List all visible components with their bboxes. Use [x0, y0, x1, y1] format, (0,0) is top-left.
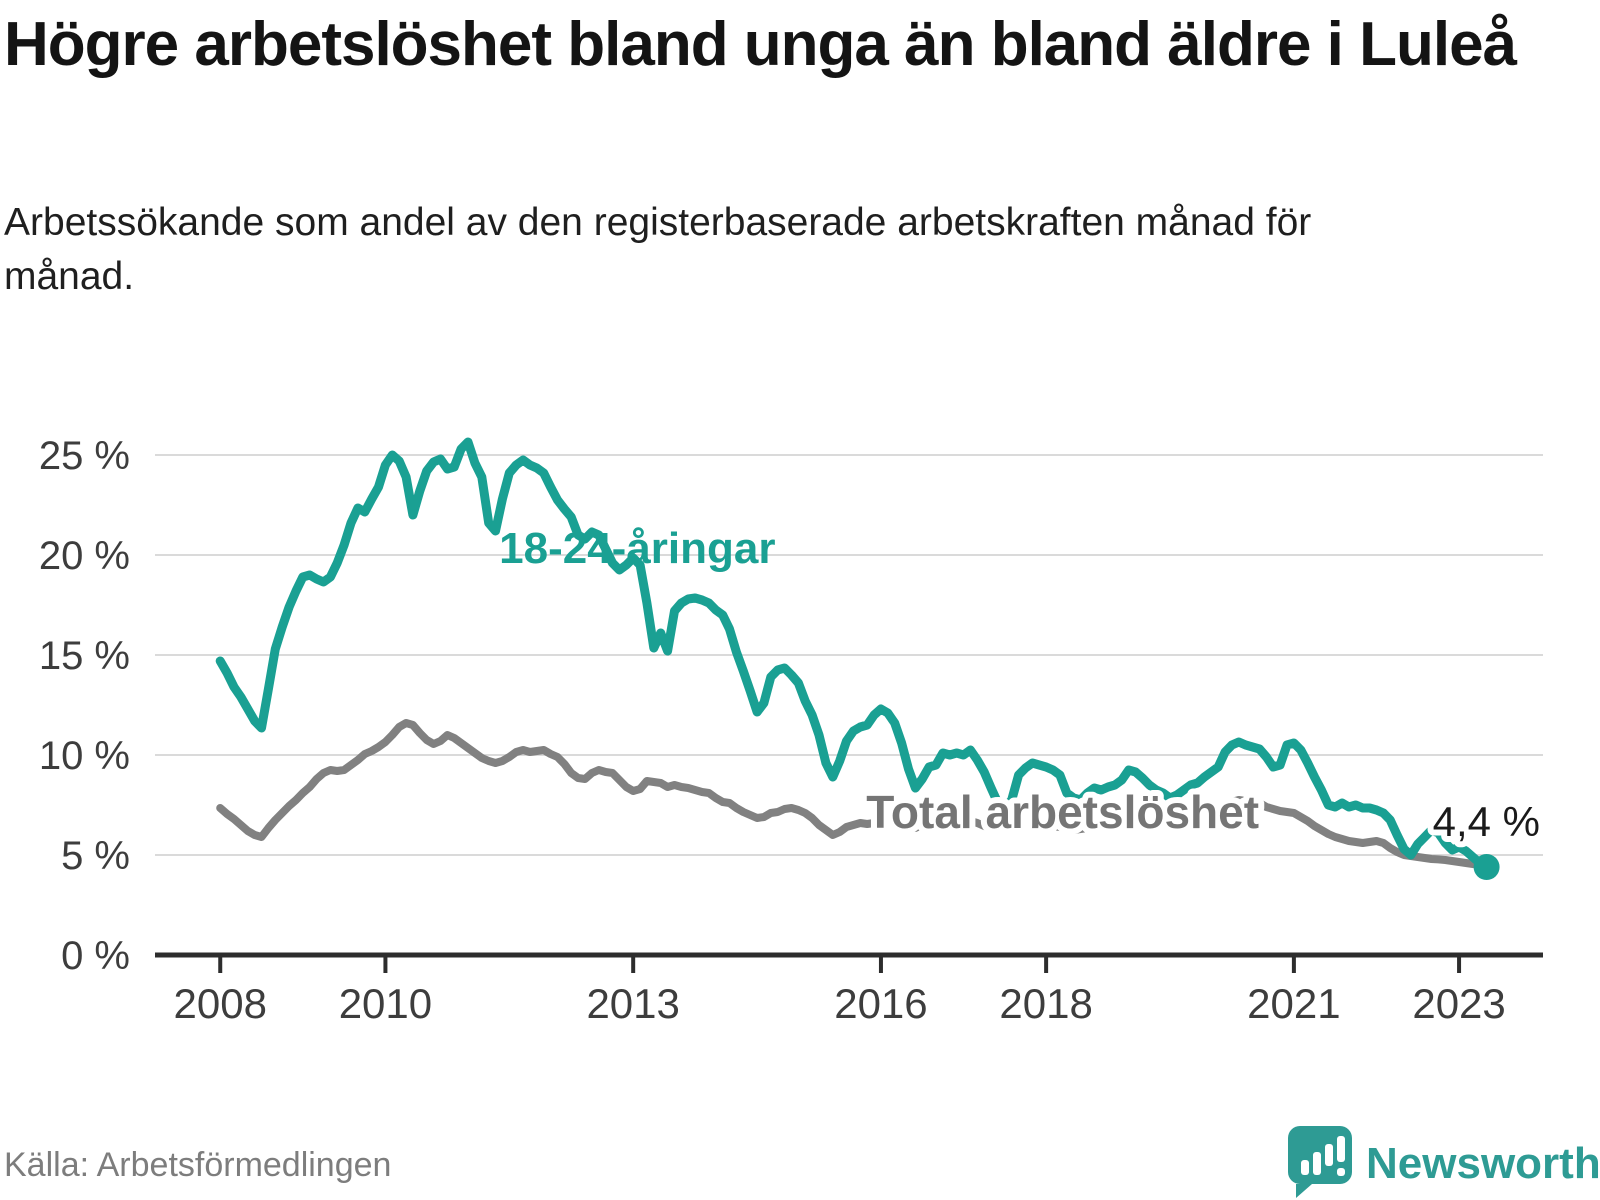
total-series-label: Total arbetslöshet [866, 786, 1259, 838]
series-line-youth [215, 437, 1492, 872]
youth-series-label: 18-24-åringar [499, 524, 775, 573]
brand-name: Newsworthy [1366, 1139, 1600, 1188]
x-tick-label: 2010 [339, 980, 432, 1027]
series-line-total [216, 719, 1491, 869]
newsworthy-logo: Newsworthy [1282, 1122, 1600, 1200]
y-tick-label: 10 % [39, 734, 130, 778]
x-tick-label: 2016 [834, 980, 927, 1027]
source-note: Källa: Arbetsförmedlingen [4, 1146, 392, 1184]
end-value-label-halo: 4,4 % [1433, 798, 1540, 845]
x-tick-label: 2008 [174, 980, 267, 1027]
chart-bubble-icon [1288, 1126, 1352, 1198]
total-series-label-halo: Total arbetslöshet [866, 786, 1259, 838]
x-tick-label: 2013 [586, 980, 679, 1027]
y-tick-label: 25 % [39, 434, 130, 478]
y-tick-label: 15 % [39, 634, 130, 678]
end-value-label: 4,4 % [1433, 798, 1540, 845]
x-tick-label: 2018 [999, 980, 1092, 1027]
end-point-marker [1473, 854, 1500, 880]
chart-subtitle: Arbetssökande som andel av den registerb… [4, 201, 1312, 298]
x-tick-label: 2023 [1412, 980, 1505, 1027]
chart-title: Högre arbetslöshet bland unga än bland ä… [4, 10, 1517, 79]
x-tick-label: 2021 [1247, 980, 1340, 1027]
y-tick-label: 20 % [39, 534, 130, 578]
y-tick-label: 5 % [61, 834, 130, 878]
y-tick-label: 0 % [61, 934, 130, 978]
